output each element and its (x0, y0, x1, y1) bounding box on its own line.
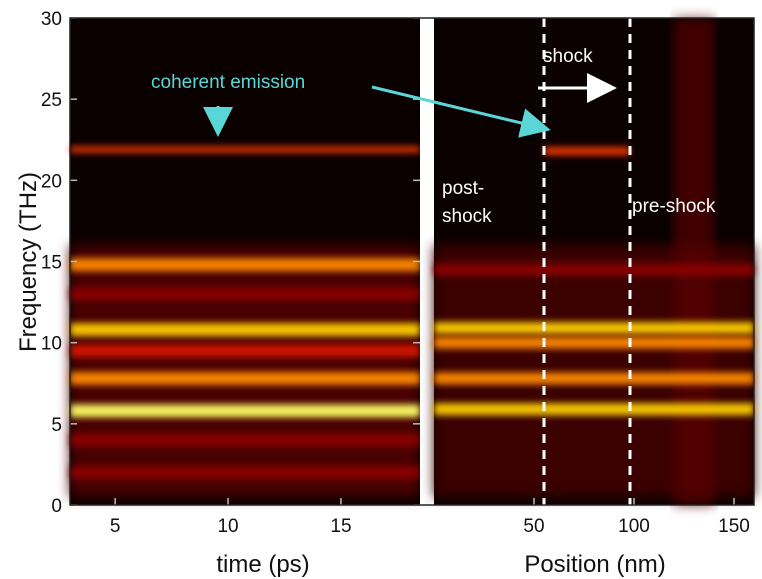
left-spectrogram-panel (70, 17, 420, 506)
tick-labels: 0 5 10 15 20 25 30 5 10 15 50 100 150 (41, 9, 750, 537)
left-frequency-bands (70, 146, 420, 497)
left-broadband-glow (70, 245, 420, 497)
right-frequency-bands (434, 18, 754, 505)
shock-label: shock (543, 46, 593, 67)
right-band-4 (434, 403, 754, 416)
panel-divider (420, 18, 434, 505)
right-band-5 (434, 263, 754, 276)
right-band-2 (434, 336, 754, 349)
left-band-6 (70, 404, 420, 418)
right-x-tick-label: 150 (718, 516, 750, 537)
left-x-axis-label: time (ps) (216, 551, 309, 578)
y-tick-label: 25 (41, 90, 62, 111)
left-band-0 (70, 146, 420, 153)
y-tick-label: 0 (51, 496, 62, 517)
coherent-emission-arrow-right (371, 85, 551, 138)
left-x-tick-label: 15 (330, 516, 351, 537)
y-tick-label: 15 (41, 253, 62, 274)
y-tick-label: 5 (51, 415, 62, 436)
annotations: coherent emission shock post- shock pre-… (151, 46, 716, 227)
left-band-2 (70, 287, 420, 301)
right-band-3 (434, 372, 754, 385)
right-x-tick-label: 50 (523, 516, 544, 537)
right-spectrogram-panel (434, 18, 754, 505)
left-band-8 (70, 466, 420, 480)
left-band-7 (70, 433, 420, 447)
plot-frame (69, 17, 755, 506)
left-band-5 (70, 371, 420, 385)
post-shock-label-line1: post- (442, 178, 484, 199)
y-tick-label: 20 (41, 171, 62, 192)
left-band-4 (70, 344, 420, 358)
right-vertical-streak (674, 18, 714, 505)
post-shock-label-line2: shock (442, 206, 492, 227)
left-x-tick-label: 5 (110, 516, 121, 537)
left-band-1 (70, 258, 420, 272)
y-tick-label: 10 (41, 334, 62, 355)
y-tick-label: 30 (41, 9, 62, 30)
pre-shock-label: pre-shock (632, 196, 716, 217)
right-x-axis-label: Position (nm) (524, 551, 665, 578)
right-x-tick-label: 100 (618, 516, 650, 537)
right-band-0 (544, 147, 630, 156)
right-axis-ticks (533, 498, 735, 505)
right-band-1 (434, 322, 754, 335)
coherent-emission-label: coherent emission (151, 72, 305, 93)
left-x-tick-label: 10 (217, 516, 238, 537)
left-band-3 (70, 323, 420, 337)
y-axis-label: Frequency (THz) (15, 172, 42, 352)
